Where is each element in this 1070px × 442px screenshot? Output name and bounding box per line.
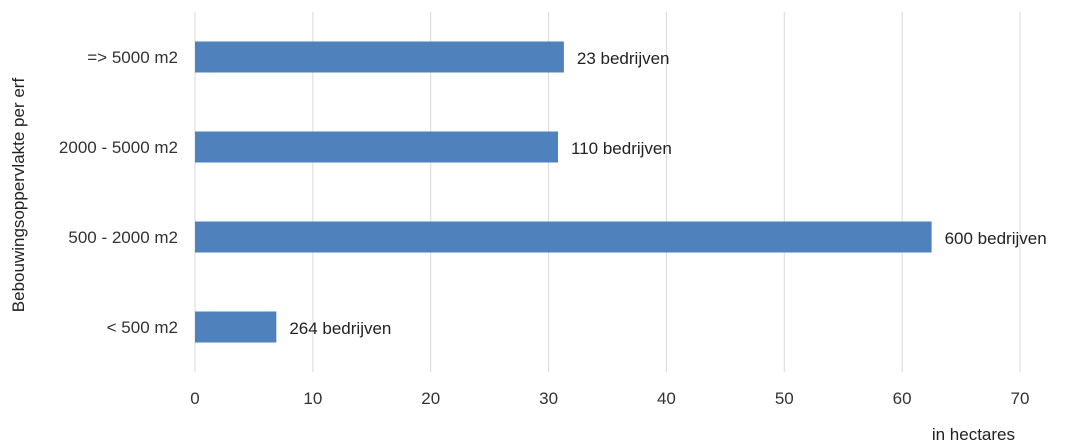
x-tick-label: 50 (775, 389, 794, 408)
data-label: 264 bedrijven (289, 319, 391, 338)
data-labels: 23 bedrijven 110 bedrijven 600 bedrijven 26… (289, 49, 1046, 338)
x-tick-labels: 0 10 20 30 40 50 60 70 (190, 389, 1029, 408)
category-label: => 5000 m2 (87, 48, 178, 67)
x-tick-label: 40 (657, 389, 676, 408)
category-labels: => 5000 m2 2000 - 5000 m2 500 - 2000 m2 < 5… (59, 48, 178, 337)
y-axis-title: Bebouwingsoppervlakte per erf (9, 78, 28, 313)
x-tick-label: 20 (421, 389, 440, 408)
category-label: 500 - 2000 m2 (68, 228, 178, 247)
x-tick-label: 10 (303, 389, 322, 408)
category-label: < 500 m2 (107, 318, 178, 337)
bars (195, 41, 932, 343)
bar (195, 131, 558, 163)
x-axis-title: in hectares (932, 425, 1015, 442)
bar (195, 41, 564, 73)
x-tick-label: 60 (893, 389, 912, 408)
category-label: 2000 - 5000 m2 (59, 138, 178, 157)
x-tick-label: 0 (190, 389, 199, 408)
data-label: 600 bedrijven (945, 229, 1047, 248)
bar (195, 221, 932, 253)
x-tick-label: 30 (539, 389, 558, 408)
data-label: 23 bedrijven (577, 49, 670, 68)
x-tick-label: 70 (1011, 389, 1030, 408)
bar (195, 311, 277, 343)
data-label: 110 bedrijven (571, 139, 672, 158)
